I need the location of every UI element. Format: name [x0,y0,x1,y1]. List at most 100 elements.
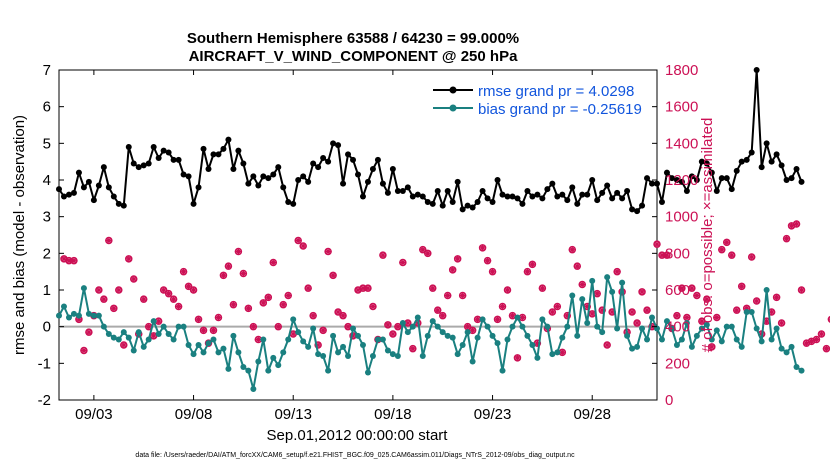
rmse-point [688,173,695,180]
bias-point [489,332,496,339]
obs-assimilated-point [80,347,88,354]
obs-assimilated-point [548,308,556,316]
rmse-point [355,171,361,178]
bias-point [56,312,62,319]
x-tick-label: 09/28 [573,406,611,423]
bias-point [100,323,107,330]
obs-assimilated-point [254,336,262,343]
obs-assimilated-point [817,330,825,338]
bias-point [95,312,102,319]
obs-assimilated-point [239,270,247,277]
obs-assimilated-point [748,253,756,261]
rmse-point [215,151,222,158]
obs-assimilated-point [494,315,502,323]
bias-point [205,340,212,347]
bias-point [115,336,122,343]
rmse-point [379,180,386,187]
rmse-point [554,193,561,200]
bias-point [778,345,785,352]
obs-assimilated-point [518,314,526,321]
rmse-point [459,206,466,213]
rmse-point [200,145,207,152]
bias-point [379,336,386,343]
obs-assimilated-point [364,284,372,292]
rmse-point [185,173,192,180]
rmse-point [668,175,675,182]
rmse-point [399,188,406,194]
obs-assimilated-point [334,308,342,316]
rmse-point [748,149,755,156]
bias-point [215,349,222,356]
bias-point [733,336,740,343]
rmse-point [629,206,636,213]
bias-point [364,369,371,376]
bias-point [110,334,117,341]
obs-assimilated-point [354,286,362,294]
bias-point [644,336,651,343]
rmse-point [310,160,317,167]
rmse-point [564,197,571,204]
obs-assimilated-point [115,286,123,294]
rmse-point [394,188,401,194]
obs-assimilated-point [75,315,83,323]
y-axis-label: rmse and bias (model - observation) [11,115,28,355]
obs-assimilated-point [474,315,482,323]
rmse-point [75,169,82,176]
bias-point [305,343,312,350]
rmse-point [265,175,272,182]
obs-assimilated-point [469,326,477,334]
obs-assimilated-point [812,336,820,343]
rmse-point [230,166,237,172]
bias-point [170,336,177,343]
bias-point [584,320,591,326]
obs-assimilated-point [484,257,492,265]
bias-point [484,323,491,330]
y2-axis-label: # of obs: o=possible; ×=assimilated [699,118,716,353]
bias-point [160,323,167,330]
obs-assimilated-point [578,281,586,288]
bias-point [175,323,182,330]
obs-assimilated-point [628,308,636,316]
rmse-point [494,177,501,183]
bias-point [494,340,501,347]
obs-assimilated-point [464,323,472,331]
obs-assimilated-point [384,321,392,329]
obs-assimilated-point [583,303,591,310]
rmse-point [738,158,745,165]
obs-assimilated-point [723,238,731,246]
obs-assimilated-point [718,246,726,254]
obs-assimilated-point [349,332,357,340]
y2-tick-label: 800 [665,245,690,262]
obs-assimilated-point [359,284,367,292]
legend-rmse-marker [449,86,457,94]
obs-assimilated-point [798,286,806,294]
obs-assimilated-point [768,308,776,316]
bias-point [125,334,132,341]
obs-assimilated-point [209,326,217,334]
rmse-point [793,166,800,172]
obs-assimilated-point [693,292,701,299]
obs-assimilated-point [773,293,781,301]
bias-point [145,336,152,343]
rmse-point [60,193,67,200]
obs-assimilated-point [299,242,307,250]
rmse-point [135,164,142,171]
rmse-point [434,188,441,194]
rmse-point [649,180,656,187]
bias-point [419,353,426,359]
obs-assimilated-point [753,297,761,305]
bias-point [310,325,317,332]
bias-point [748,309,755,315]
bias-point [70,310,77,317]
obs-assimilated-point [190,286,198,294]
bias-point [424,332,431,339]
rmse-point [609,195,616,202]
y2-tick-label: 1800 [665,62,698,79]
rmse-point [145,160,152,167]
bias-point [783,349,790,356]
rmse-point [320,155,327,161]
obs-assimilated-point [613,268,621,276]
obs-assimilated-point [145,323,153,331]
bias-point [624,332,631,339]
rmse-point [584,191,591,198]
